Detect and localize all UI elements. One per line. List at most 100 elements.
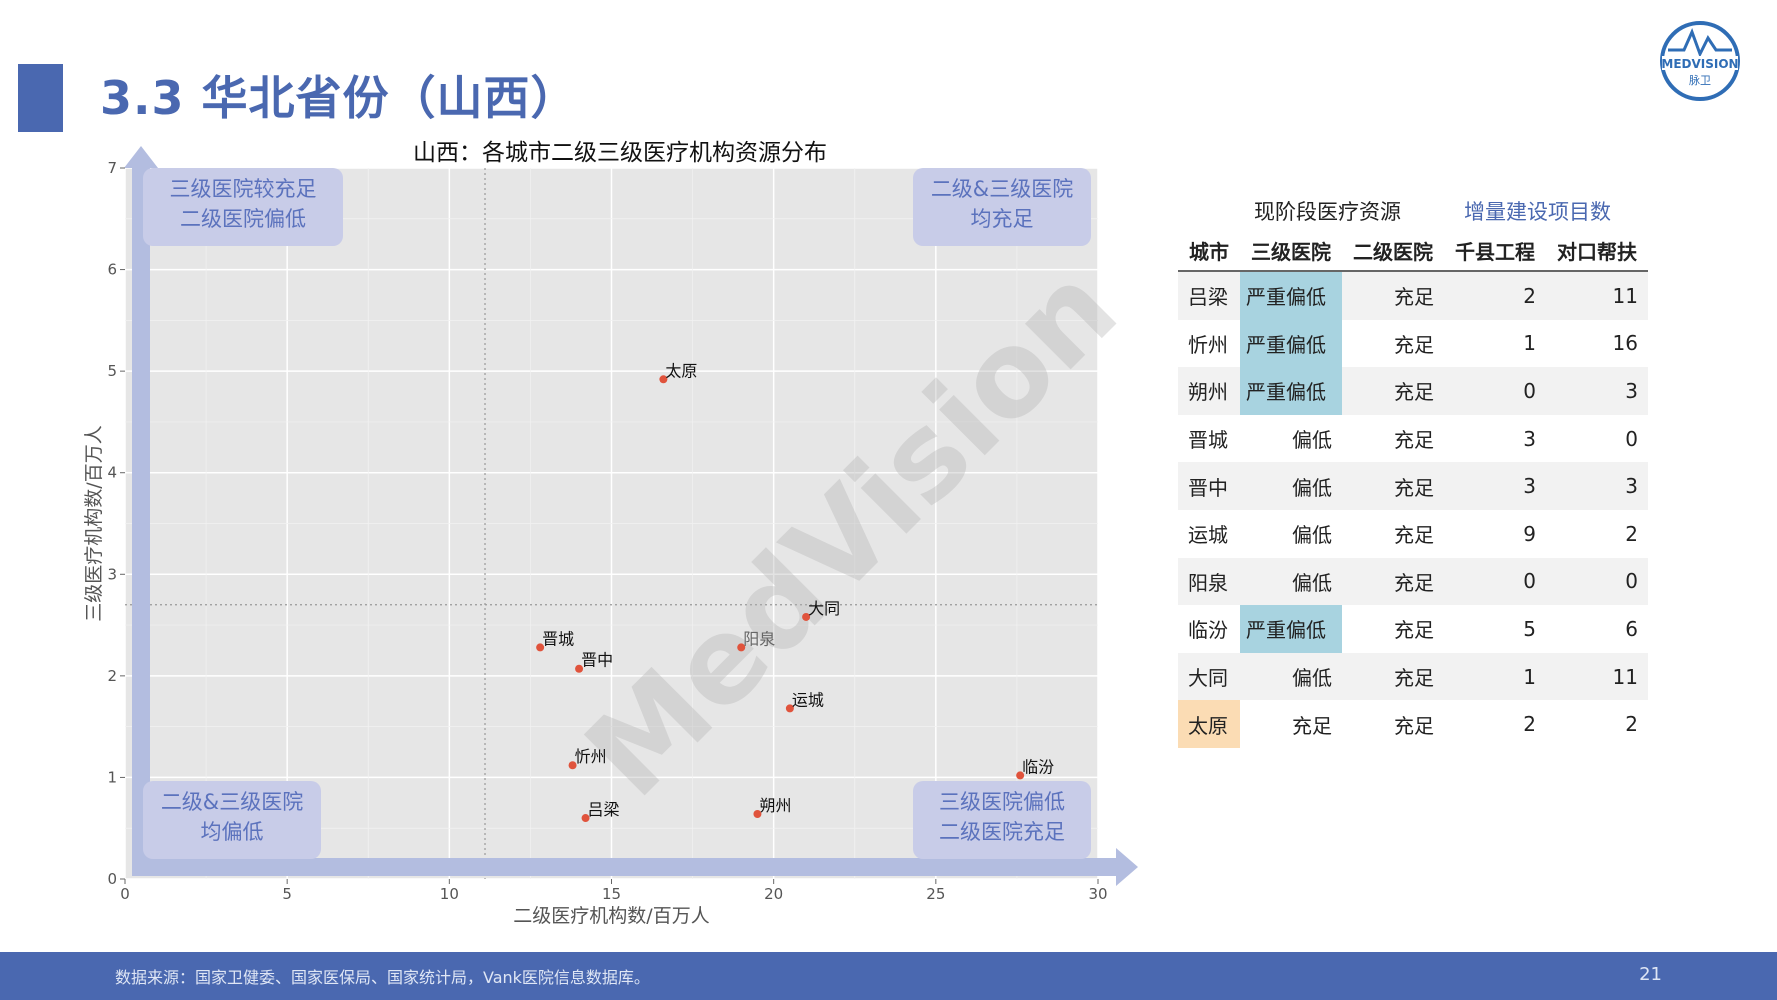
cell-city: 太原 (1178, 700, 1240, 748)
quadrant-label: 二级医院偏低 (180, 207, 306, 231)
header-support: 对口帮扶 (1557, 239, 1637, 264)
footer-bar: 数据来源：国家卫健委、国家医保局、国家统计局，Vank医院信息数据库。 21 (0, 952, 1777, 1000)
cell-support: 6 (1625, 616, 1638, 641)
header-tertiary: 三级医院 (1251, 239, 1331, 264)
point-label: 忻州 (575, 747, 607, 766)
cell-county: 5 (1523, 616, 1536, 641)
cell-county: 2 (1523, 283, 1536, 308)
data-point (568, 761, 577, 770)
y-tick-label: 7 (107, 159, 117, 177)
quadrant-label: 三级医院较充足 (170, 177, 317, 201)
x-tick-label: 15 (602, 885, 621, 903)
cell-city: 阳泉 (1188, 570, 1228, 595)
x-tick-label: 5 (282, 885, 292, 903)
cell-city: 晋中 (1188, 475, 1228, 500)
svg-text:脉卫: 脉卫 (1689, 73, 1711, 87)
x-axis-arrowhead (1116, 848, 1138, 886)
cell-support: 2 (1625, 521, 1638, 546)
data-point (1016, 771, 1025, 780)
quadrant-label: 均充足 (971, 207, 1034, 231)
y-tick-label: 1 (107, 768, 117, 786)
quadrant-label: 三级医院偏低 (939, 790, 1065, 814)
cell-city: 临汾 (1188, 618, 1228, 643)
cell-city: 忻州 (1188, 332, 1228, 357)
table-row: 吕梁 严重偏低 充足 2 11 (1178, 272, 1648, 320)
title-accent-bar (18, 64, 63, 132)
cell-secondary: 充足 (1394, 380, 1434, 405)
quadrant-label: 二级医院充足 (939, 820, 1065, 844)
cell-support: 3 (1625, 474, 1638, 499)
x-tick-label: 10 (440, 885, 459, 903)
y-tick-label: 3 (107, 565, 117, 583)
table-row: 临汾 严重偏低 充足 5 6 (1178, 605, 1648, 653)
svg-text:MEDVISION: MEDVISION (1661, 57, 1738, 71)
footer-source: 数据来源：国家卫健委、国家医保局、国家统计局，Vank医院信息数据库。 (115, 968, 650, 987)
cell-support: 2 (1625, 712, 1638, 737)
quadrant-label: 二级&三级医院 (161, 790, 303, 814)
cell-support: 16 (1612, 331, 1638, 356)
cell-county: 9 (1523, 521, 1536, 546)
data-point (536, 643, 545, 652)
cell-county: 3 (1523, 426, 1536, 451)
table-row: 忻州 严重偏低 充足 1 16 (1178, 319, 1648, 368)
table-row: 太原 充足 充足 2 2 (1178, 700, 1648, 748)
data-point (575, 664, 584, 673)
table-header-row: 城市 三级医院 二级医院 千县工程 对口帮扶 (1178, 230, 1648, 272)
cell-tertiary: 偏低 (1292, 523, 1332, 548)
cell-support: 3 (1625, 378, 1638, 403)
medvision-logo: MEDVISION 脉卫 (1660, 21, 1740, 101)
cell-county: 1 (1523, 664, 1536, 689)
chart-title: 山西：各城市二级三级医疗机构资源分布 (413, 140, 827, 166)
cell-secondary: 充足 (1394, 618, 1434, 643)
point-label: 阳泉 (743, 629, 775, 648)
cell-tertiary: 严重偏低 (1240, 605, 1342, 653)
cell-tertiary: 严重偏低 (1240, 272, 1342, 320)
cell-secondary: 充足 (1394, 285, 1434, 310)
cell-secondary: 充足 (1394, 332, 1434, 357)
group-current-label: 现阶段医疗资源 (1254, 200, 1401, 224)
y-axis-arrowhead (124, 146, 158, 168)
data-point (581, 814, 590, 823)
data-point (753, 809, 762, 818)
cell-support: 0 (1625, 569, 1638, 594)
quadrant-label: 二级&三级医院 (931, 177, 1073, 201)
header-county: 千县工程 (1455, 239, 1535, 264)
cell-secondary: 充足 (1394, 713, 1434, 738)
y-tick-label: 5 (107, 362, 117, 380)
point-label: 大同 (808, 599, 840, 618)
cell-secondary: 充足 (1394, 523, 1434, 548)
point-label: 朔州 (759, 796, 791, 815)
data-point (785, 704, 794, 713)
table-row: 运城 偏低 充足 9 2 (1178, 510, 1648, 558)
table-row: 大同 偏低 充足 1 11 (1178, 652, 1648, 701)
cell-county: 1 (1523, 331, 1536, 356)
cell-tertiary: 偏低 (1292, 475, 1332, 500)
cell-city: 吕梁 (1188, 285, 1228, 310)
y-axis-arrow-shaft (132, 162, 150, 867)
cell-secondary: 充足 (1394, 570, 1434, 595)
x-tick-label: 30 (1088, 885, 1107, 903)
cell-tertiary: 偏低 (1292, 570, 1332, 595)
point-label: 临汾 (1022, 757, 1054, 776)
cell-support: 11 (1612, 664, 1638, 689)
cell-city: 运城 (1188, 523, 1228, 548)
y-tick-label: 0 (107, 870, 117, 888)
cell-secondary: 充足 (1394, 666, 1434, 691)
header-secondary: 二级医院 (1353, 239, 1433, 264)
table-row: 晋中 偏低 充足 3 3 (1178, 462, 1648, 510)
point-label: 运城 (792, 690, 824, 709)
table-group-header: 现阶段医疗资源 增量建设项目数 (1178, 196, 1648, 230)
x-axis-arrow-shaft (132, 858, 1117, 876)
table-row: 朔州 严重偏低 充足 0 3 (1178, 367, 1648, 415)
page-title: 3.3 华北省份（山西） (100, 71, 578, 125)
x-axis-label: 二级医疗机构数/百万人 (513, 905, 709, 927)
quadrant-label: 均偏低 (201, 820, 264, 844)
table-row: 阳泉 偏低 充足 0 0 (1178, 557, 1648, 606)
point-label: 晋城 (542, 629, 574, 648)
x-tick-label: 0 (120, 885, 130, 903)
data-point (737, 643, 746, 652)
cell-county: 2 (1523, 712, 1536, 737)
point-label: 晋中 (581, 651, 613, 670)
cell-secondary: 充足 (1394, 475, 1434, 500)
